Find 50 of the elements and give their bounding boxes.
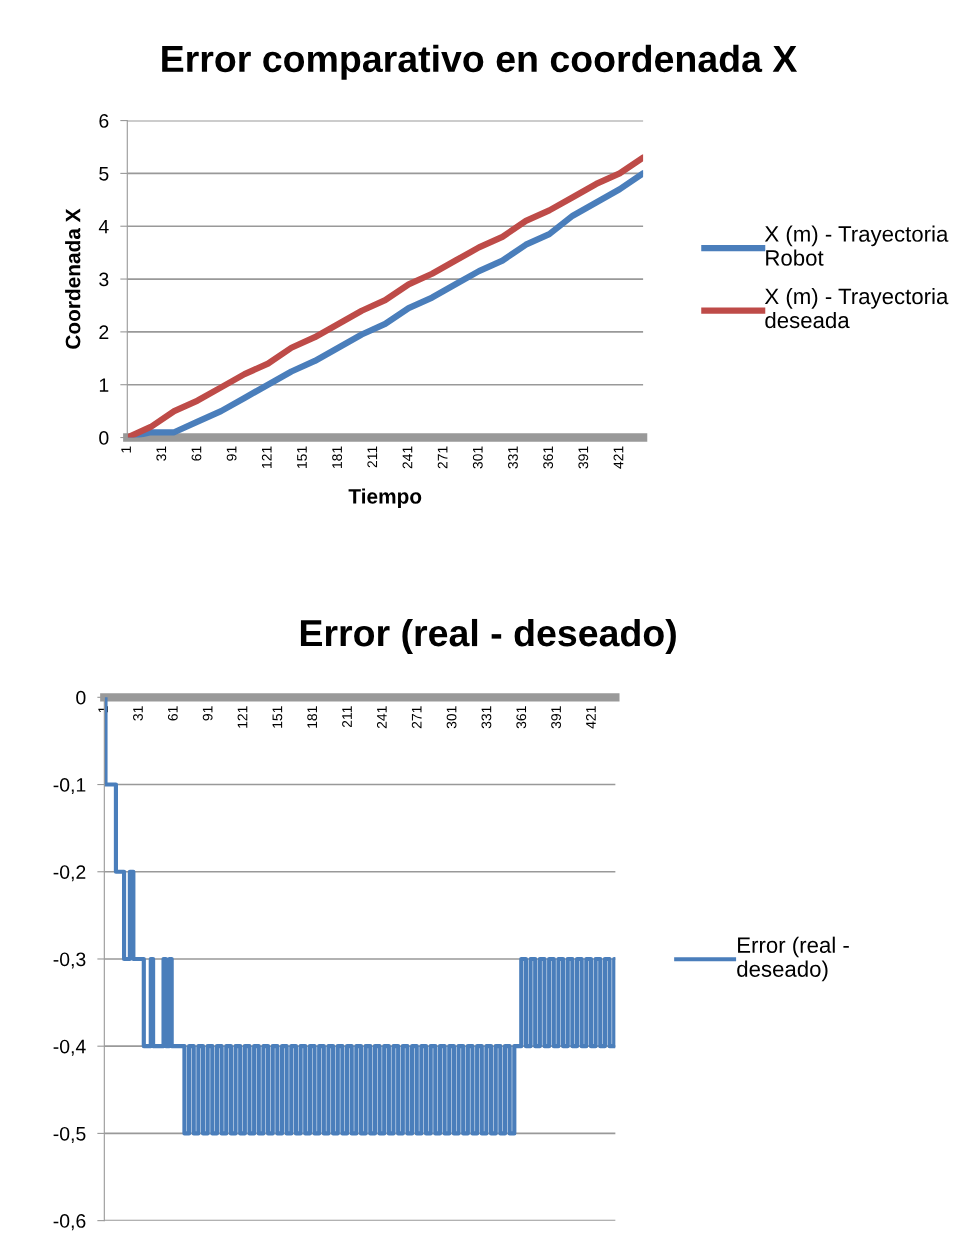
x-tick-label: 271 (437, 446, 448, 469)
x-tick-label: 61 (167, 706, 178, 721)
x-tick-label: 1 (121, 446, 131, 453)
x-tick-label: 421 (586, 706, 596, 729)
legend-label: X (m) - Trayectoria deseada (764, 287, 949, 329)
chart-title: Error comparativo en coordenada X (162, 44, 798, 80)
y-tick-label: -0,6 (53, 1214, 86, 1231)
x-tick-label: 241 (376, 706, 387, 729)
x-tick-label: 181 (332, 446, 343, 468)
x-tick-label: 421 (613, 446, 624, 469)
x-tick-label: 91 (226, 446, 237, 461)
y-tick-label: -0,1 (53, 778, 86, 795)
x-tick-label: 211 (367, 446, 378, 468)
x-tick-label: 391 (551, 706, 562, 729)
y-tick-label: 1 (99, 378, 109, 392)
y-tick-label: -0,3 (53, 952, 86, 969)
x-tick-label: 121 (261, 446, 272, 468)
x-tick-label: 361 (516, 706, 527, 729)
y-tick-label: -0,2 (53, 865, 86, 882)
x-tick-label: 61 (191, 446, 202, 461)
y-tick-label: 3 (99, 272, 109, 287)
x-tick-label: 121 (237, 706, 248, 728)
x-tick-label: 301 (446, 706, 457, 729)
x-tick-label: 391 (578, 446, 589, 469)
x-tick-label: 331 (481, 706, 492, 729)
y-axis-title: Coordenada X (65, 208, 81, 349)
y-tick-label: -0,4 (53, 1039, 86, 1056)
y-tick-label: 2 (99, 325, 109, 339)
x-tick-label: 31 (133, 706, 143, 721)
x-tick-label: 181 (307, 706, 318, 728)
x-tick-label: 151 (272, 706, 283, 728)
x-tick-label: 271 (411, 706, 422, 729)
chart-title: Error (real - deseado) (300, 618, 676, 654)
x-tick-label: 301 (472, 446, 483, 469)
x-tick-label: 31 (156, 446, 167, 461)
x-tick-label: 361 (543, 446, 554, 469)
y-tick-label: 0 (99, 431, 109, 445)
x-tick-label: 151 (297, 446, 307, 468)
x-tick-label: 211 (342, 706, 352, 728)
x-tick-label: 331 (508, 446, 518, 469)
x-axis-title: Tiempo (348, 488, 422, 508)
y-tick-label: 6 (99, 114, 109, 128)
legend-label: X (m) - Trayectoria Robot (764, 225, 949, 266)
y-tick-label: 0 (76, 690, 86, 705)
y-tick-label: 5 (99, 167, 109, 181)
y-tick-label: -0,5 (53, 1126, 86, 1143)
y-tick-label: 4 (98, 219, 109, 234)
legend-label: Error (real - deseado) (737, 936, 849, 982)
x-tick-label: 91 (202, 706, 213, 721)
x-tick-label: 241 (402, 446, 413, 469)
